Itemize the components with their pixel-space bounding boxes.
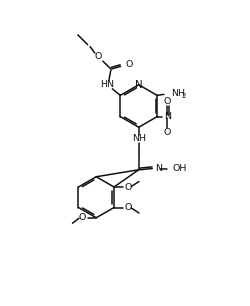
Text: N: N [135, 80, 142, 90]
Text: N: N [164, 112, 171, 121]
Text: O: O [164, 128, 171, 136]
Text: NH: NH [171, 89, 185, 98]
Text: N: N [155, 164, 162, 173]
Text: O: O [79, 213, 86, 222]
Text: O: O [94, 52, 102, 61]
Text: HN: HN [100, 80, 114, 89]
Text: OH: OH [172, 164, 187, 173]
Text: O: O [124, 182, 132, 192]
Text: NH: NH [132, 134, 146, 143]
Text: O: O [126, 60, 133, 69]
Text: 2: 2 [182, 93, 186, 99]
Text: O: O [124, 203, 132, 212]
Text: O: O [164, 97, 171, 106]
